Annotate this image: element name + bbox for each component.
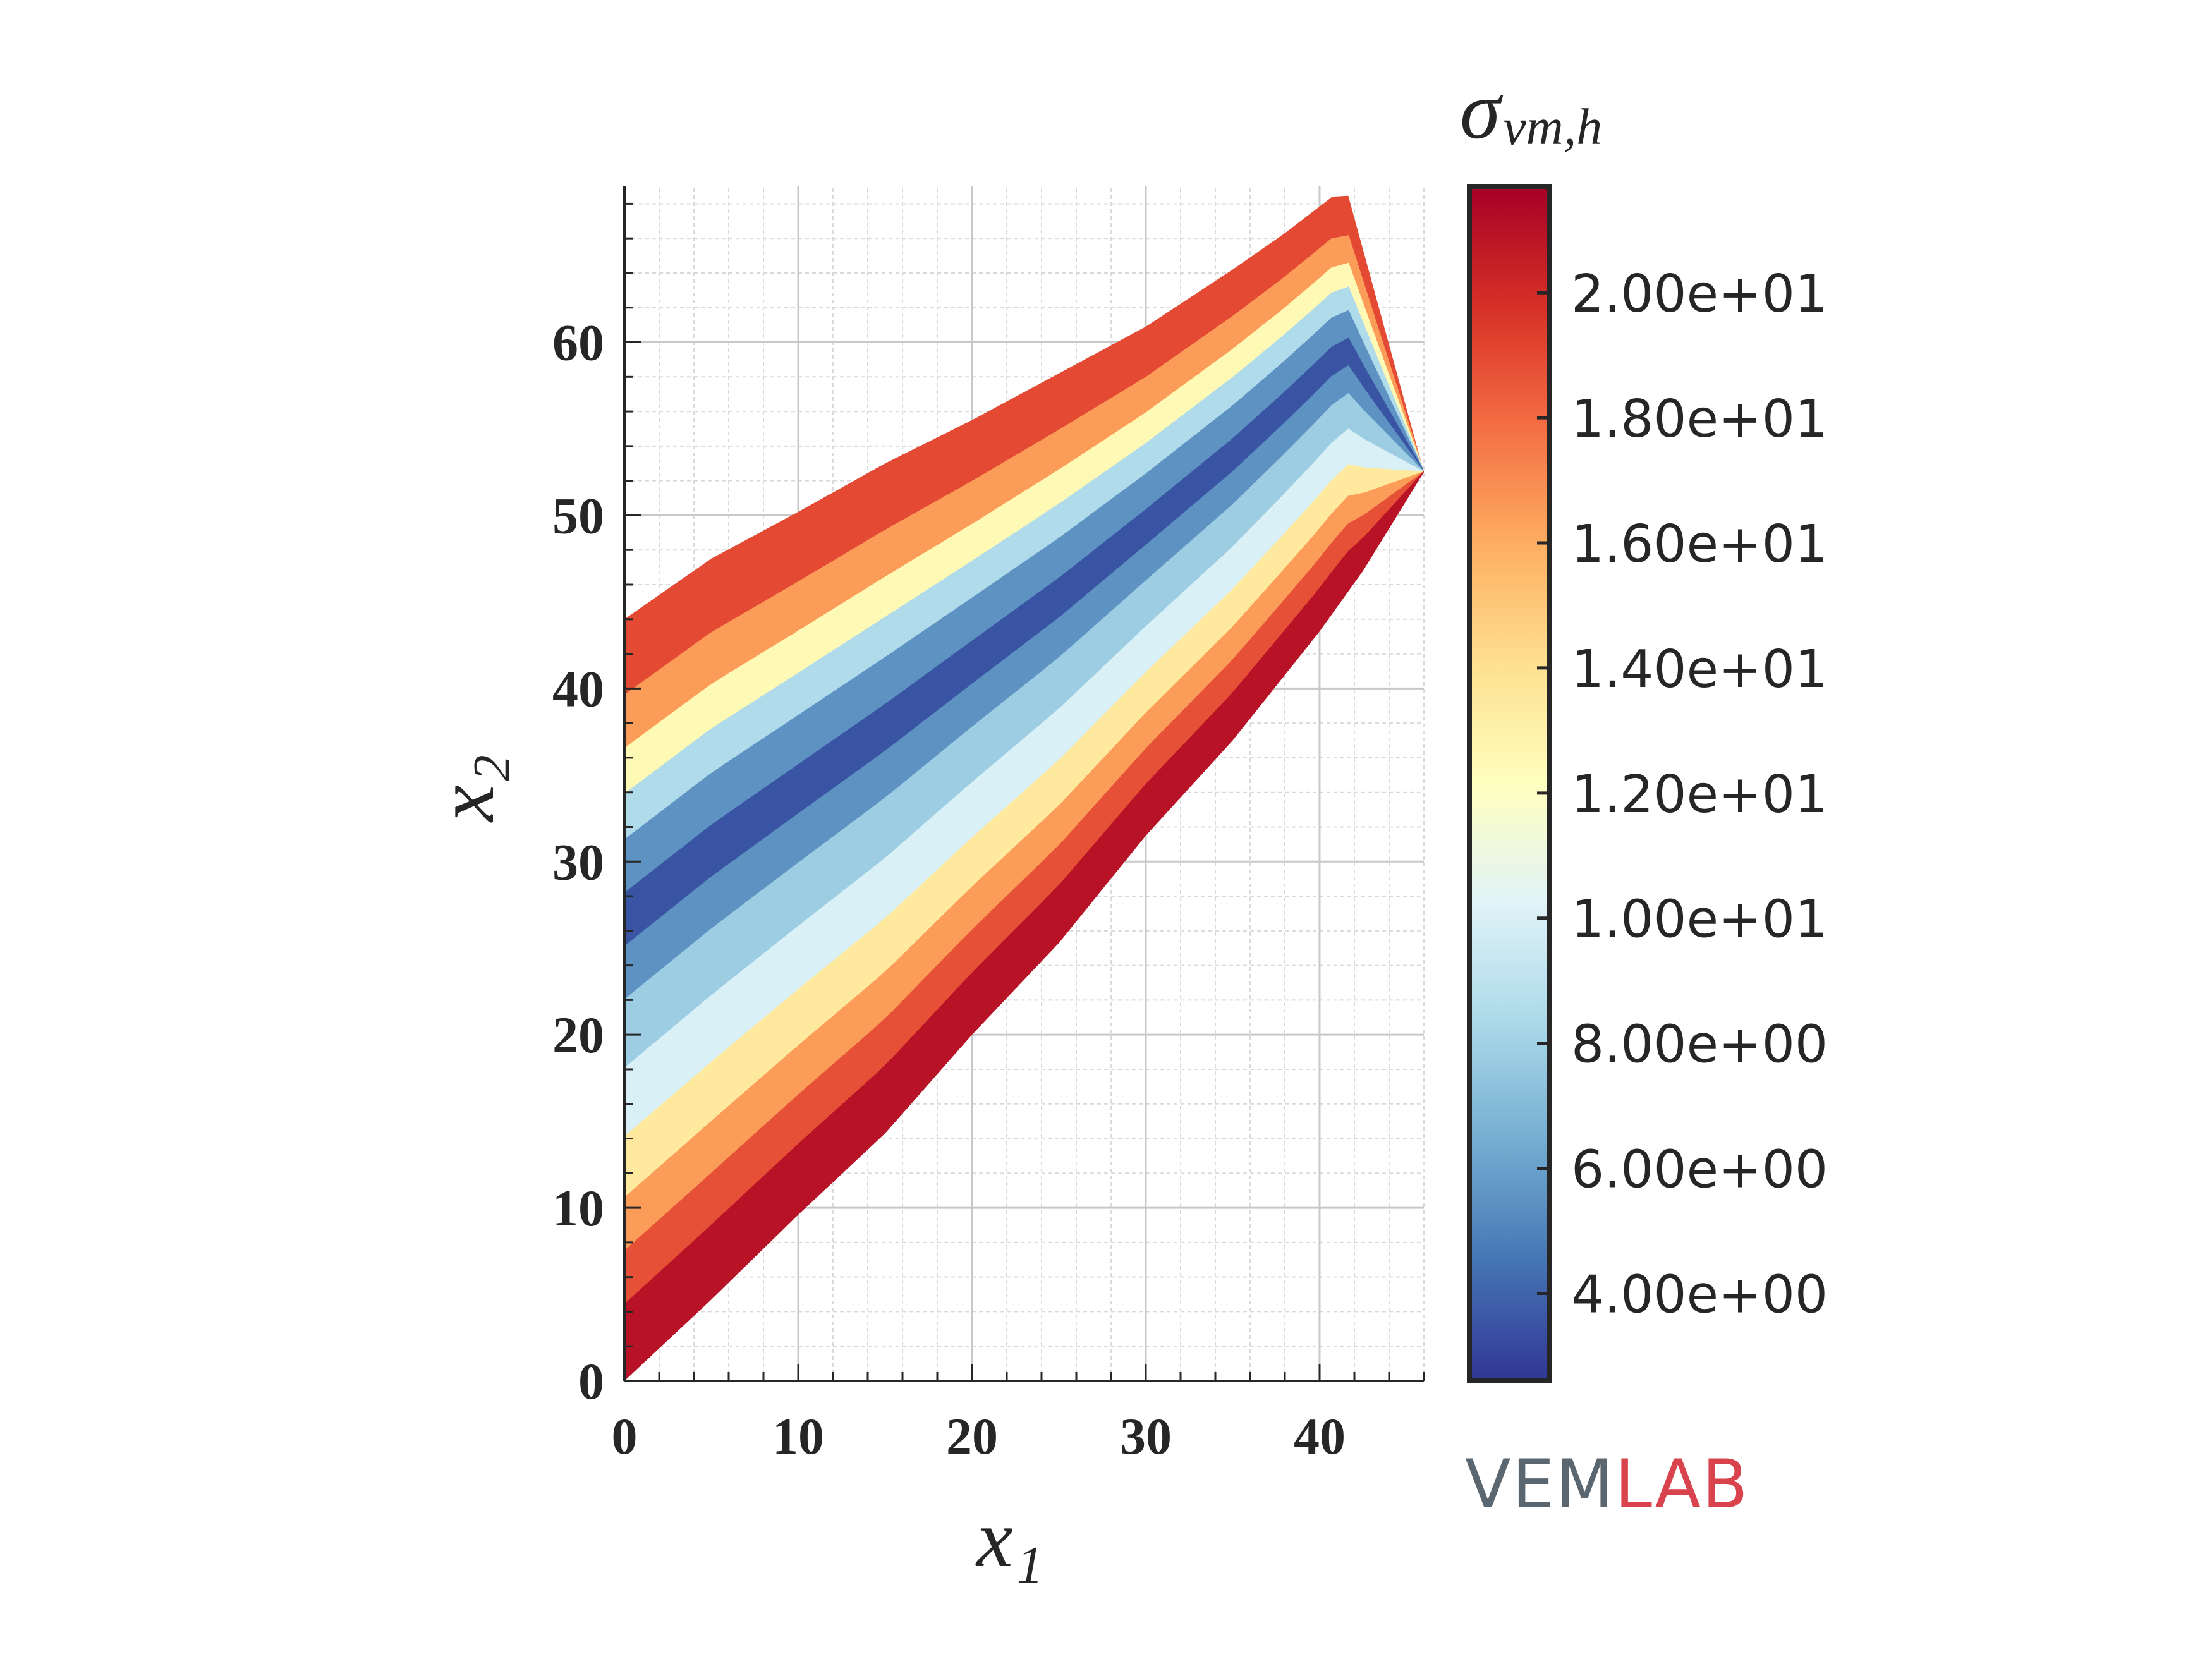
colorbar-tick-label: 1.60e+01 [1571, 514, 1828, 574]
colorbar-title: σvm,h [1460, 65, 1602, 156]
stress-field [624, 195, 1424, 1381]
colorbar-tick-label: 1.80e+01 [1571, 389, 1828, 449]
y-axis-title: x2 [420, 755, 521, 823]
y-tick-label: 30 [552, 833, 604, 890]
colorbar: 4.00e+00 6.00e+00 8.00e+00 1.00e+01 1.20e+01… [1467, 184, 1828, 1383]
x-axis-ticks: 0 10 20 30 40 [612, 1364, 1425, 1465]
y-tick-label: 50 [552, 487, 604, 544]
svg-text:VEMLAB: VEMLAB [1465, 1445, 1749, 1523]
y-tick-label: 60 [552, 314, 604, 372]
colorbar-ticks: 4.00e+00 6.00e+00 8.00e+00 1.00e+01 1.20e+01… [1537, 264, 1828, 1325]
x-axis-title: x1 [975, 1493, 1043, 1595]
colorbar-tick-label: 6.00e+00 [1571, 1140, 1828, 1200]
plot-area: 0 10 20 30 40 0 10 20 30 40 50 60 [552, 186, 1425, 1465]
colorbar-gradient [1467, 184, 1552, 1383]
colorbar-tick-label: 2.00e+01 [1571, 264, 1828, 324]
stress-band [624, 456, 1424, 1381]
y-tick-label: 10 [552, 1179, 604, 1237]
x-tick-label: 0 [612, 1407, 638, 1465]
colorbar-tick-label: 8.00e+00 [1571, 1015, 1828, 1075]
colorbar-tick-label: 4.00e+00 [1571, 1265, 1828, 1325]
x-tick-label: 20 [946, 1407, 998, 1465]
x-tick-label: 40 [1294, 1407, 1346, 1465]
y-tick-label: 0 [578, 1352, 604, 1410]
colorbar-tick-label: 1.00e+01 [1571, 890, 1828, 950]
colorbar-tick-label: 1.40e+01 [1571, 640, 1828, 700]
y-tick-label: 20 [552, 1006, 604, 1064]
axes-lines [623, 186, 1424, 1382]
y-tick-label: 40 [552, 660, 604, 717]
y-axis-ticks: 0 10 20 30 40 50 60 [552, 202, 641, 1410]
x-tick-label: 30 [1120, 1407, 1172, 1465]
x-tick-label: 10 [772, 1407, 824, 1465]
logo-part-lab: LAB [1615, 1445, 1749, 1523]
vemlab-logo: VEMLAB [1465, 1445, 1749, 1523]
logo-part-vem: VEM [1465, 1445, 1615, 1523]
colorbar-tick-label: 1.20e+01 [1571, 765, 1828, 825]
